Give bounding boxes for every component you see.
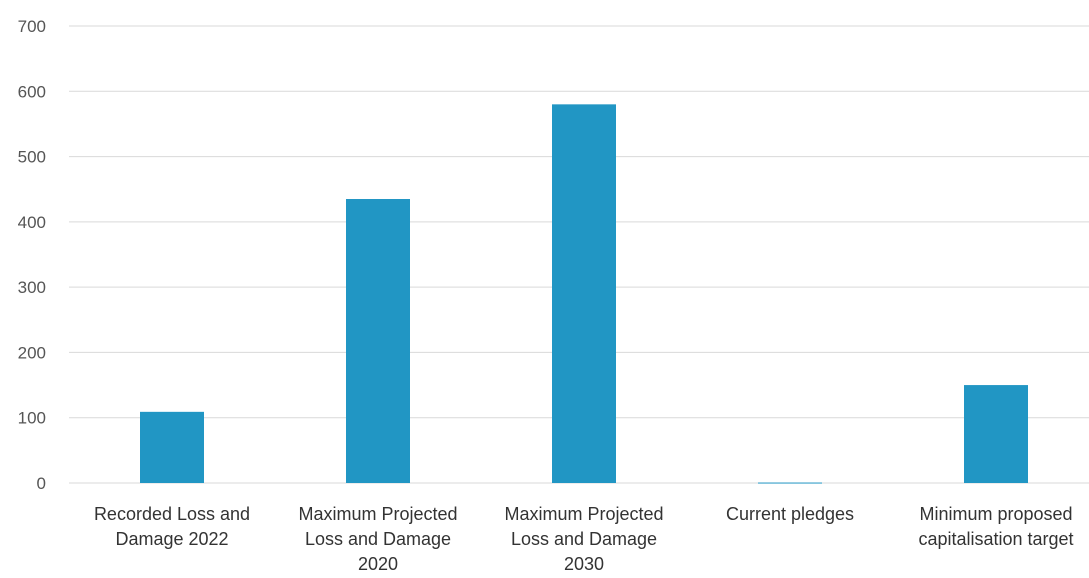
x-category-label: Current pledges bbox=[726, 504, 854, 524]
x-category-label: Minimum proposed capitalisation target bbox=[918, 504, 1073, 549]
bar bbox=[140, 411, 204, 483]
x-category-label: Maximum Projected Loss and Damage 2020 bbox=[298, 504, 457, 574]
x-category-label: Maximum Projected Loss and Damage 2030 bbox=[504, 504, 663, 574]
y-tick-label: 200 bbox=[18, 343, 46, 362]
y-tick-label: 100 bbox=[18, 409, 46, 428]
bars bbox=[140, 104, 1028, 484]
y-tick-label: 0 bbox=[37, 474, 46, 493]
x-axis-category-labels: Recorded Loss and Damage 2022 Maximum Proj… bbox=[94, 504, 1074, 574]
y-tick-label: 700 bbox=[18, 17, 46, 36]
bar bbox=[346, 199, 410, 483]
x-category-label: Recorded Loss and Damage 2022 bbox=[94, 504, 250, 549]
bar bbox=[964, 385, 1028, 483]
y-tick-label: 300 bbox=[18, 278, 46, 297]
y-tick-label: 500 bbox=[18, 148, 46, 167]
y-tick-label: 600 bbox=[18, 82, 46, 101]
bar bbox=[758, 482, 822, 484]
y-tick-label: 400 bbox=[18, 213, 46, 232]
bar bbox=[552, 104, 616, 483]
y-axis-tick-labels: 0 100 200 300 400 500 600 700 bbox=[18, 17, 46, 493]
